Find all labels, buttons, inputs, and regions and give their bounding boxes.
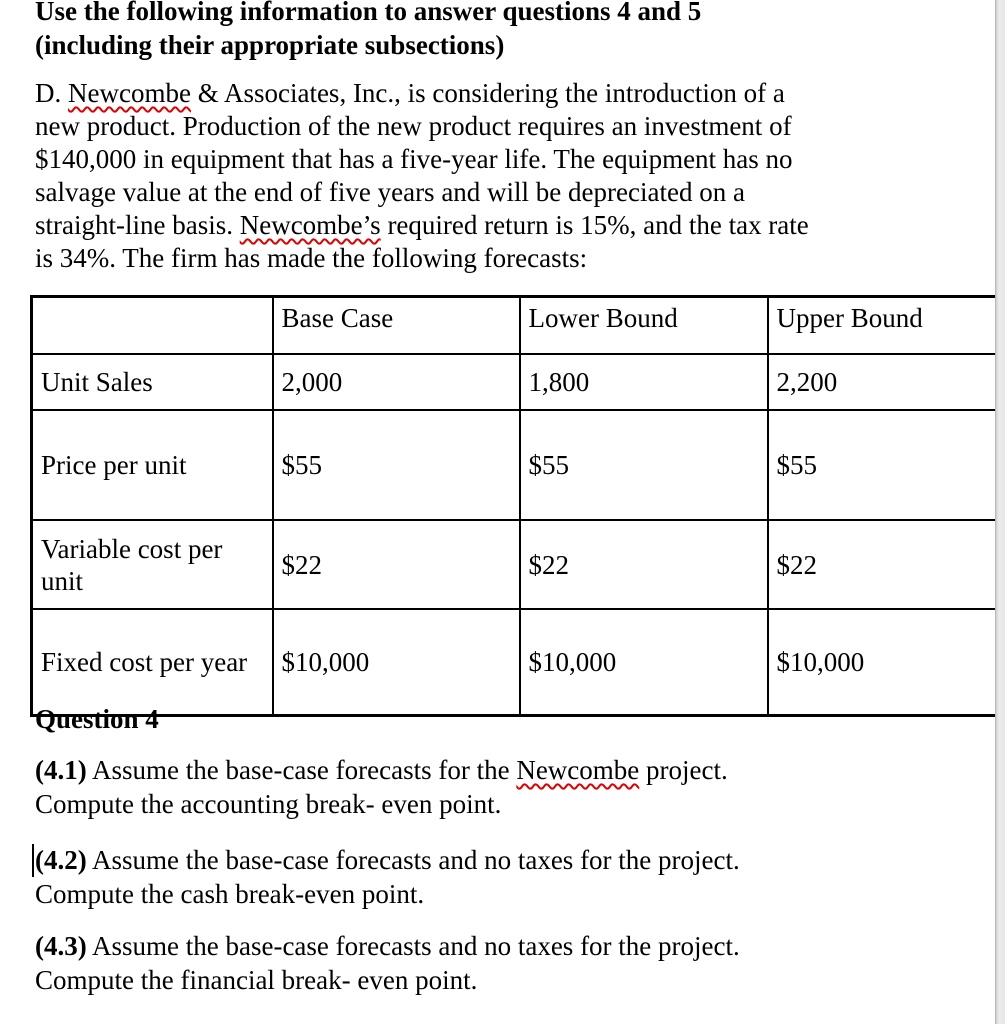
header-cell-base-case: Base Case — [271, 295, 521, 355]
table-cell: $55 — [271, 409, 521, 521]
table-cell: 2,000 — [271, 353, 521, 411]
question-number: (4.1) — [35, 755, 87, 785]
question-text: project. — [639, 755, 728, 785]
question-4-1-line1: (4.1) Assume the base-case forecasts for… — [35, 753, 728, 787]
intro-line: $140,000 in equipment that has a five-ye… — [35, 144, 793, 174]
table-row-variable-cost: Variable cost per unit $22 $22 $22 — [30, 519, 999, 610]
table-row-fixed-cost: Fixed cost per year $10,000 $10,000 $10,… — [30, 608, 999, 717]
table-cell: $22 — [766, 519, 999, 610]
table-cell: 1,800 — [518, 353, 769, 411]
intro-text: straight-line basis. — [35, 210, 240, 240]
question4-heading: Question 4 — [35, 704, 159, 734]
table-cell: $10,000 — [518, 608, 769, 717]
question-text: Assume the base-case forecasts for the — [86, 755, 517, 785]
instructions-heading-line1: Use the following information to answer … — [35, 0, 702, 26]
question-4-3: (4.3) Assume the base-case forecasts and… — [35, 929, 740, 997]
misspelled-word: Newcombe — [68, 78, 191, 108]
instructions-heading: Use the following information to answer … — [35, 0, 701, 62]
table-cell: $22 — [518, 519, 769, 610]
intro-line: salvage value at the end of five years a… — [35, 177, 745, 207]
table-cell: $10,000 — [271, 608, 521, 717]
intro-text: & Associates, Inc., is considering the i… — [190, 78, 785, 108]
question-number: (4.3) — [35, 931, 87, 961]
question-4-1: (4.1) Assume the base-case forecasts for… — [35, 753, 728, 821]
question-4-3-line2: Compute the financial break- even point. — [35, 965, 478, 995]
question-4-2-line2: Compute the cash break-even point. — [35, 879, 425, 909]
question-4-1-line2: Compute the accounting break- even point… — [35, 789, 502, 819]
question-4-2-line1: (4.2) Assume the base-case forecasts and… — [35, 843, 740, 877]
intro-text: D. — [35, 78, 68, 108]
question-number: (4.2) — [35, 845, 87, 875]
forecast-table: Base Case Lower Bound Upper Bound Unit S… — [30, 295, 999, 717]
misspelled-word: Newcombe’s — [239, 210, 381, 240]
question-text: Assume the base-case forecasts and no ta… — [86, 931, 740, 961]
table-cell: $55 — [518, 409, 769, 521]
row-label: Variable cost per unit — [30, 519, 274, 610]
header-cell-lower-bound: Lower Bound — [518, 295, 769, 355]
header-cell-blank — [30, 295, 274, 355]
question-4-2: (4.2) Assume the base-case forecasts and… — [35, 843, 740, 911]
table-cell: $10,000 — [766, 608, 999, 717]
intro-line: straight-line basis. Newcombe’s required… — [35, 209, 809, 242]
intro-line: D. Newcombe & Associates, Inc., is consi… — [35, 77, 809, 110]
table-header-row: Base Case Lower Bound Upper Bound — [30, 295, 999, 355]
question-text: Assume the base-case forecasts and no ta… — [86, 845, 740, 875]
text-cursor-caret — [32, 844, 34, 877]
intro-paragraph: D. Newcombe & Associates, Inc., is consi… — [35, 77, 809, 275]
table-cell: $22 — [271, 519, 521, 610]
row-label: Price per unit — [30, 409, 274, 521]
page-edge-strip — [995, 0, 1005, 1024]
question-4-3-line1: (4.3) Assume the base-case forecasts and… — [35, 929, 740, 963]
misspelled-word: Newcombe — [516, 755, 640, 785]
intro-line: is 34%. The firm has made the following … — [35, 243, 588, 273]
table-row-price-per-unit: Price per unit $55 $55 $55 — [30, 409, 999, 521]
intro-text: required return is 15%, and the tax rate — [380, 210, 809, 240]
header-cell-upper-bound: Upper Bound — [766, 295, 999, 355]
row-label: Fixed cost per year — [30, 608, 274, 717]
row-label: Unit Sales — [30, 353, 274, 411]
table-cell: 2,200 — [766, 353, 999, 411]
table-row-unit-sales: Unit Sales 2,000 1,800 2,200 — [30, 353, 999, 411]
intro-line: new product. Production of the new produ… — [35, 111, 792, 141]
table-cell: $55 — [766, 409, 999, 521]
instructions-heading-line2: (including their appropriate subsections… — [35, 30, 505, 60]
